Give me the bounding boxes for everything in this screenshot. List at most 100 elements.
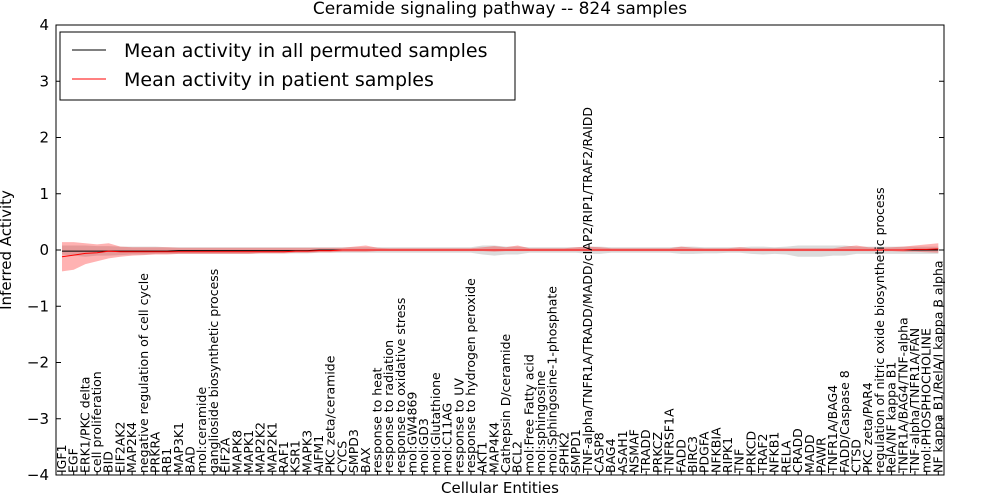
category-label: TNF-alpha/TNFR1A/FAN	[907, 328, 922, 474]
y-tick-label: −2	[27, 354, 49, 372]
legend-label-permuted: Mean activity in all permuted samples	[124, 40, 487, 62]
category-label: MADD	[802, 434, 817, 473]
category-label: mol:C11AG	[440, 403, 455, 473]
category-label: RelA/NF kappa B1	[884, 362, 899, 473]
category-label: Cathepsin D/ceramide	[498, 333, 513, 473]
y-axis-label: Inferred Activity	[0, 190, 15, 310]
category-label: MAPK8	[229, 430, 244, 473]
category-label: ASAH1	[615, 430, 630, 473]
category-label: EIF2A	[218, 437, 233, 473]
category-label: mol:PHOSPHOCHOLINE	[919, 328, 934, 473]
category-label: RELA	[778, 440, 793, 473]
category-label: FADD/Caspase 8	[837, 370, 852, 473]
category-label: MAP2K4	[124, 422, 139, 473]
category-label: SMPD3	[346, 429, 361, 473]
band-permuted	[62, 245, 939, 257]
category-label: CASP8	[592, 432, 607, 473]
confidence-bands	[62, 242, 939, 272]
category-label: EIF2AK2	[112, 422, 127, 473]
category-label: NF kappa B1/RelA/I kappa B alpha	[930, 260, 945, 473]
category-label: NFKB1	[767, 432, 782, 473]
category-label: mol:Free Fatty acid	[521, 354, 536, 473]
category-label: PKC zeta/PAR4	[860, 382, 875, 473]
category-label: CRADD	[790, 428, 805, 473]
category-label: response to UV	[451, 378, 466, 473]
category-label: mol:GW4869	[405, 392, 420, 473]
category-label: PAWR	[814, 437, 829, 473]
category-label: PKC zeta/ceramide	[323, 355, 338, 473]
category-label: MAPK1	[241, 430, 256, 473]
category-label: mol:ceramide	[194, 387, 209, 473]
category-label: ERK1/PKC delta	[77, 377, 92, 473]
y-tick-label: 0	[39, 241, 49, 259]
category-label: MAPK3	[299, 430, 314, 473]
category-label: CYCS	[334, 441, 349, 473]
category-label: TNFR1A/BAG4/TNF-alpha	[895, 317, 910, 474]
category-label: BID	[101, 451, 116, 473]
category-label: regulation of nitric oxide biosynthetic …	[872, 187, 887, 473]
category-label: response to hydrogen peroxide	[463, 278, 478, 473]
category-label: RAF1	[276, 441, 291, 473]
category-label: negative regulation of cell cycle	[136, 273, 151, 473]
y-tick-label: 3	[39, 72, 49, 90]
category-label: AKT1	[475, 442, 490, 473]
y-tick-label: 2	[39, 129, 49, 147]
category-label: MAP3K1	[171, 422, 186, 473]
category-label: mol:Sphingosine-1-phosphate	[545, 286, 560, 473]
category-label: RB1	[159, 448, 174, 473]
category-label: PRKRA	[148, 431, 163, 473]
category-label: mol:GD3	[416, 418, 431, 473]
category-label: NSMAF	[627, 429, 642, 473]
category-label: response to radiation	[381, 340, 396, 473]
band-patient	[62, 242, 939, 272]
category-label: KSR1	[288, 440, 303, 473]
category-label: ganglioside biosynthetic process	[206, 269, 221, 473]
category-label: IGF1	[54, 444, 69, 473]
chart-title: Ceramide signaling pathway -- 824 sample…	[313, 0, 687, 19]
y-tick-label: −1	[27, 297, 49, 315]
category-label: MAP2K1	[264, 422, 279, 473]
category-label: mol:sphingosine	[533, 370, 548, 473]
category-label: MAP2K2	[253, 422, 268, 473]
category-label: CTSD	[849, 439, 864, 473]
category-label: cell proliferation	[89, 371, 104, 473]
category-label: mol:Glutathione	[428, 372, 443, 473]
category-label: response to heat	[370, 367, 385, 473]
category-label: BAX	[358, 447, 373, 473]
category-label: MAP4K4	[486, 422, 501, 473]
category-label: AIFM1	[311, 435, 326, 473]
category-label: TRADD	[638, 429, 653, 474]
category-label: TNFR1A/BAG4	[825, 385, 840, 474]
category-label: FADD	[673, 439, 688, 473]
category-label: TNF-alpha/TNFR1A/TRADD/MADD/cIAP2/RIP1/T…	[580, 107, 595, 474]
legend: Mean activity in all permuted samples Me…	[59, 31, 516, 101]
legend-label-patient: Mean activity in patient samples	[124, 69, 434, 91]
legend-box	[59, 31, 516, 101]
category-label: SPHK2	[556, 432, 571, 473]
y-tick-label: −3	[27, 410, 49, 428]
y-tick-label: 4	[39, 16, 49, 34]
category-label: PRKCD	[743, 431, 758, 473]
category-label: BIRC3	[685, 436, 700, 473]
category-label: BAG4	[603, 438, 618, 473]
category-label: PRKCZ	[650, 432, 665, 473]
plot-frame	[55, 24, 945, 476]
series-lines	[61, 248, 939, 258]
category-label: TNFRSF1A	[662, 408, 677, 474]
category-label: TNF	[732, 449, 747, 474]
line-patient-mean	[61, 248, 939, 258]
y-axis: 4 3 2 1 0 −1 −2 −3 −4	[27, 16, 944, 484]
category-label: response to oxidative stress	[393, 298, 408, 473]
y-tick-label: 1	[39, 185, 49, 203]
category-label: TRAF2	[755, 433, 770, 474]
category-label: BCL2	[510, 441, 525, 473]
category-label: PDGFA	[697, 431, 712, 473]
category-label: BAD	[183, 446, 198, 473]
category-label: RIPK1	[720, 437, 735, 473]
category-label: NFKBIA	[708, 427, 723, 473]
category-label: EGF	[66, 448, 81, 473]
x-axis-label: Cellular Entities	[441, 479, 559, 497]
y-tick-label: −4	[27, 466, 49, 484]
